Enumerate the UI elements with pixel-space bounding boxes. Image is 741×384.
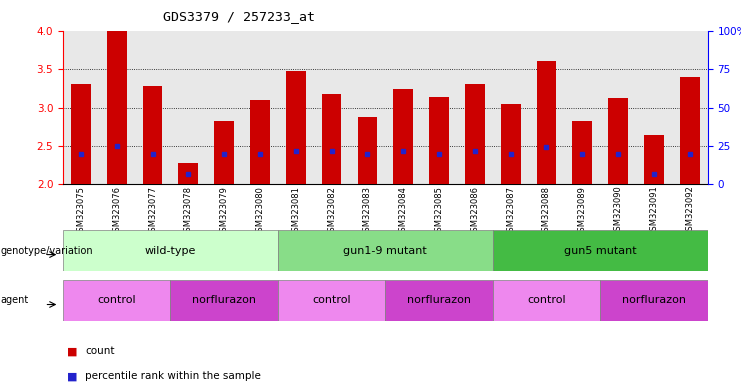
Bar <box>501 104 520 184</box>
Bar <box>385 280 493 321</box>
Bar <box>465 84 485 184</box>
Text: norflurazon: norflurazon <box>407 295 471 306</box>
Bar <box>608 98 628 184</box>
Text: GDS3379 / 257233_at: GDS3379 / 257233_at <box>163 10 315 23</box>
Text: control: control <box>527 295 566 306</box>
Bar <box>429 97 449 184</box>
Bar <box>214 121 234 184</box>
Text: ■: ■ <box>67 371 77 381</box>
Text: norflurazon: norflurazon <box>622 295 686 306</box>
Bar <box>63 280 170 321</box>
Text: percentile rank within the sample: percentile rank within the sample <box>85 371 261 381</box>
Text: control: control <box>97 295 136 306</box>
Bar <box>393 89 413 184</box>
Text: agent: agent <box>1 295 29 306</box>
Text: control: control <box>312 295 351 306</box>
Bar <box>179 163 198 184</box>
Bar <box>143 86 162 184</box>
Text: count: count <box>85 346 115 356</box>
Text: norflurazon: norflurazon <box>192 295 256 306</box>
Bar <box>493 230 708 271</box>
Text: gun1-9 mutant: gun1-9 mutant <box>343 245 428 256</box>
Bar <box>322 94 342 184</box>
Bar <box>573 121 592 184</box>
Text: gun5 mutant: gun5 mutant <box>564 245 637 256</box>
Text: wild-type: wild-type <box>144 245 196 256</box>
Bar <box>644 135 664 184</box>
Bar <box>536 61 556 184</box>
Bar <box>286 71 305 184</box>
Text: ■: ■ <box>67 346 77 356</box>
Bar <box>63 230 278 271</box>
Bar <box>71 84 90 184</box>
Bar <box>680 77 700 184</box>
Text: genotype/variation: genotype/variation <box>1 245 93 256</box>
Bar <box>170 280 278 321</box>
Bar <box>278 280 385 321</box>
Bar <box>493 280 600 321</box>
Bar <box>358 117 377 184</box>
Bar <box>600 280 708 321</box>
Bar <box>250 100 270 184</box>
Bar <box>278 230 493 271</box>
Bar <box>107 31 127 184</box>
